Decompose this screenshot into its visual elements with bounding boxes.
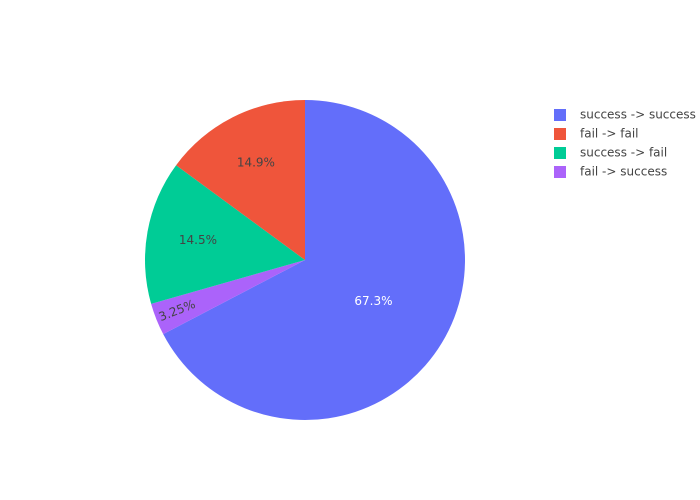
legend-label: fail -> fail (580, 127, 639, 141)
legend: success -> success fail -> fail success ->… (554, 108, 696, 179)
legend-swatch (554, 128, 566, 140)
pie-slice (163, 100, 465, 420)
slice-label: 14.9% (237, 155, 275, 169)
legend-swatch (554, 166, 566, 178)
legend-label: success -> success (580, 108, 696, 122)
pie-slice (176, 100, 305, 260)
slice-label: 14.5% (179, 233, 217, 247)
legend-swatch (554, 109, 566, 121)
legend-label: success -> fail (580, 146, 667, 160)
slice-label: 67.3% (354, 294, 392, 308)
legend-label: fail -> success (580, 165, 667, 179)
pie-slice (151, 260, 305, 335)
legend-swatch (554, 147, 566, 159)
pie-slice (145, 165, 305, 304)
